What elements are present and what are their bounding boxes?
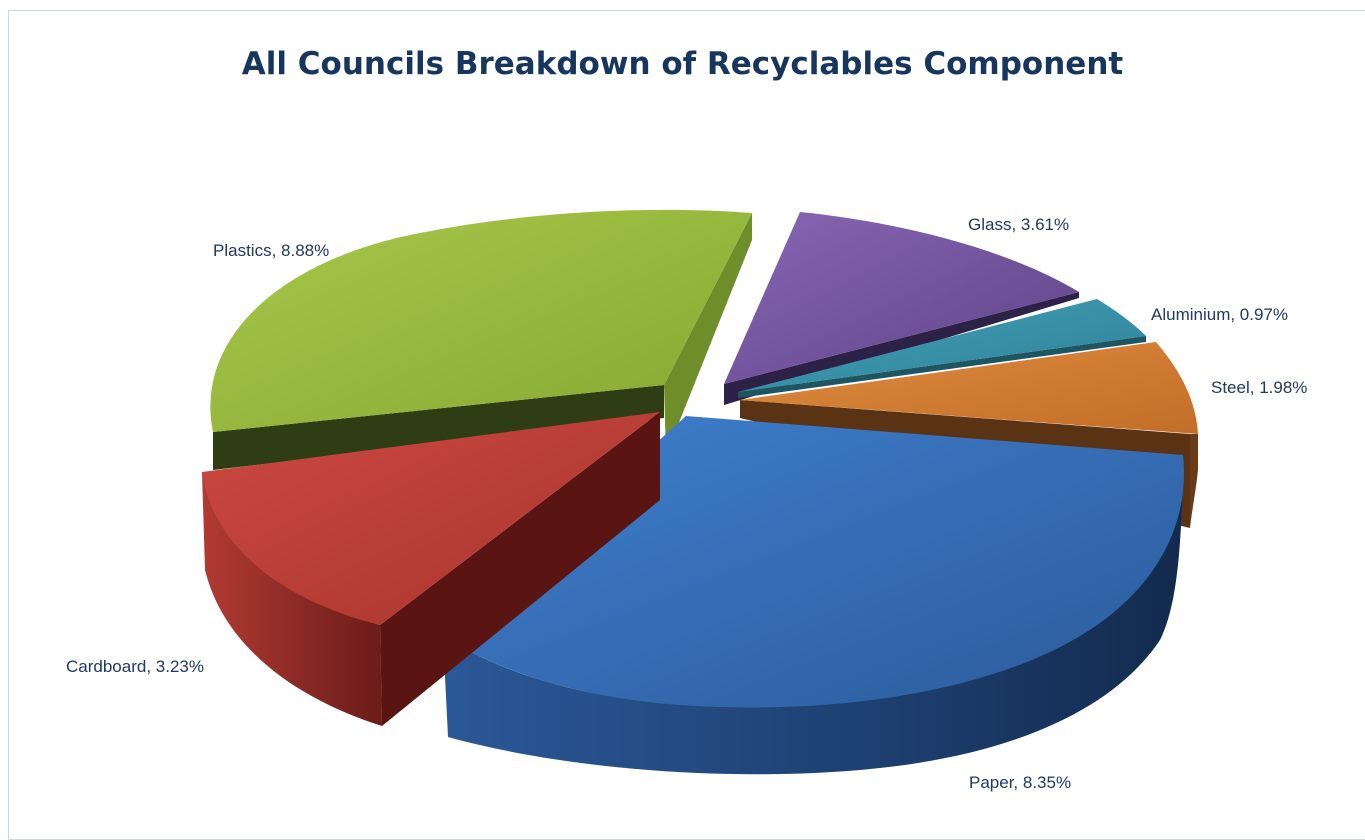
label-cardboard: Cardboard, 3.23% bbox=[66, 657, 204, 676]
slice-cardboard-top bbox=[202, 412, 660, 625]
slice-aluminium-top bbox=[738, 299, 1146, 392]
slice-glass-top bbox=[724, 212, 1079, 384]
label-aluminium: Aluminium, 0.97% bbox=[1151, 305, 1288, 324]
label-paper: Paper, 8.35% bbox=[969, 773, 1071, 792]
slice-paper-side bbox=[443, 455, 1183, 775]
slice-aluminium-side bbox=[738, 336, 1146, 398]
slice-cardboard[interactable] bbox=[202, 412, 660, 726]
slice-plastics-edge bbox=[664, 213, 752, 455]
slice-cardboard-cut bbox=[380, 412, 660, 726]
chart-title: All Councils Breakdown of Recyclables Co… bbox=[241, 46, 1124, 82]
label-steel: Steel, 1.98% bbox=[1211, 378, 1307, 397]
slice-plastics-side bbox=[213, 385, 664, 470]
slice-plastics-top bbox=[210, 209, 752, 432]
label-glass: Glass, 3.61% bbox=[968, 215, 1069, 234]
slice-aluminium[interactable] bbox=[738, 299, 1146, 398]
slice-plastics[interactable] bbox=[210, 209, 752, 470]
slice-cardboard-side bbox=[202, 472, 382, 726]
slice-steel-top bbox=[740, 342, 1198, 434]
slice-steel-outer bbox=[1190, 434, 1198, 528]
label-plastics: Plastics, 8.88% bbox=[213, 241, 329, 260]
